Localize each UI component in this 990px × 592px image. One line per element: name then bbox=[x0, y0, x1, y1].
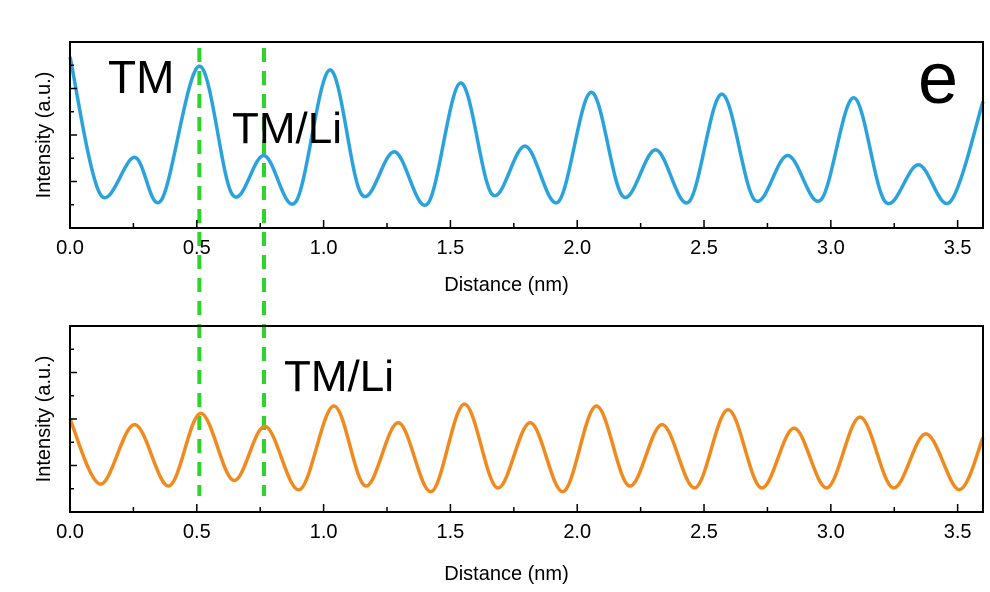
x-tick-label: 2.5 bbox=[690, 521, 718, 543]
top-plot-frame bbox=[69, 41, 984, 229]
x-tick-label: 2.5 bbox=[690, 237, 718, 259]
top-y-axis-title: Intensity (a.u.) bbox=[33, 72, 55, 199]
top-x-ticks: 0.0 0.5 1.0 1.5 2.0 2.5 3.0 3.5 bbox=[56, 220, 972, 259]
annotation-tm-li-top: TM/Li bbox=[232, 104, 342, 153]
x-tick-label: 1.0 bbox=[310, 521, 338, 543]
top-x-axis-title: Distance (nm) bbox=[444, 274, 568, 296]
bottom-y-ticks bbox=[70, 348, 77, 490]
x-tick-label: 0.5 bbox=[183, 521, 211, 543]
bottom-y-axis-title: Intensity (a.u.) bbox=[33, 356, 55, 483]
bottom-x-axis-title: Distance (nm) bbox=[444, 563, 568, 585]
x-tick-label: 1.0 bbox=[310, 237, 338, 259]
top-guides bbox=[197, 48, 267, 496]
top-intensity-curve bbox=[68, 56, 985, 207]
x-tick-label: 3.0 bbox=[817, 237, 845, 259]
top-panel: 0.0 0.5 1.0 1.5 2.0 2.5 3.0 3.5 Distance (nm) I… bbox=[33, 39, 985, 496]
top-y-ticks bbox=[70, 64, 77, 206]
x-tick-label: 2.0 bbox=[563, 237, 591, 259]
annotation-tm-li-bottom: TM/Li bbox=[284, 352, 394, 401]
x-tick-label: 1.5 bbox=[437, 237, 465, 259]
x-tick-label: 0.0 bbox=[56, 521, 84, 543]
x-tick-label: 3.5 bbox=[944, 237, 972, 259]
bottom-intensity-curve bbox=[68, 402, 985, 494]
bottom-panel: 0.0 0.5 1.0 1.5 2.0 2.5 3.0 3.5 Distance (nm) I… bbox=[33, 325, 985, 585]
panel-label: e bbox=[918, 39, 958, 119]
x-tick-label: 0.5 bbox=[183, 237, 211, 259]
x-tick-label: 1.5 bbox=[437, 521, 465, 543]
x-tick-label: 0.0 bbox=[56, 237, 84, 259]
x-tick-label: 3.0 bbox=[817, 521, 845, 543]
bottom-x-ticks: 0.0 0.5 1.0 1.5 2.0 2.5 3.0 3.5 bbox=[56, 504, 972, 543]
x-tick-label: 3.5 bbox=[944, 521, 972, 543]
annotation-tm: TM bbox=[108, 51, 174, 103]
x-tick-label: 2.0 bbox=[563, 521, 591, 543]
